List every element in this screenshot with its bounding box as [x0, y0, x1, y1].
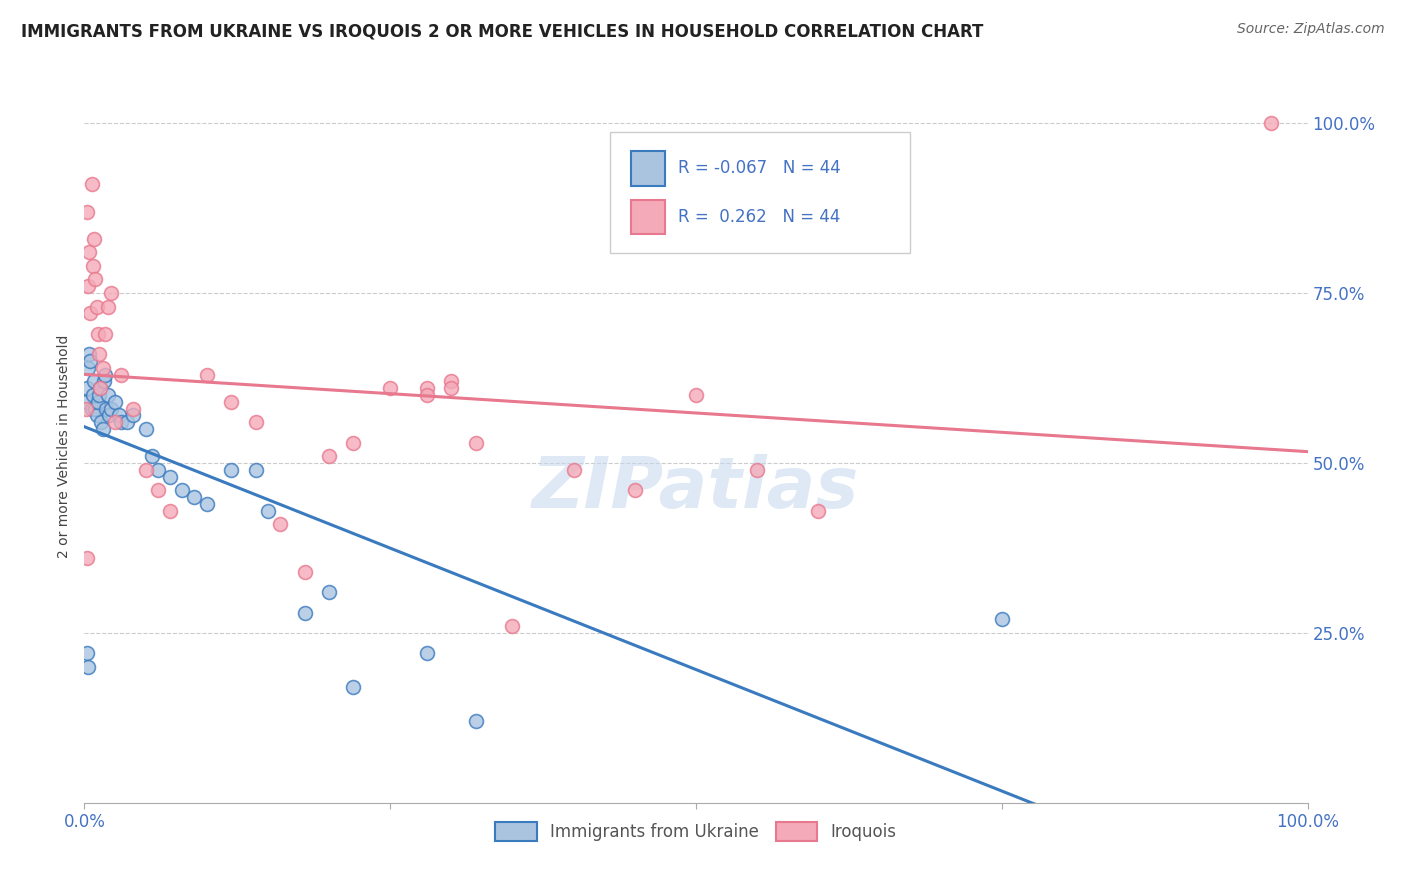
Point — [141, 449, 163, 463]
Point — [89, 381, 111, 395]
Point — [502, 619, 524, 633]
Point — [79, 354, 101, 368]
Point — [84, 272, 107, 286]
Point — [115, 415, 138, 429]
Point — [76, 381, 98, 395]
Point — [1260, 116, 1282, 130]
Legend: Immigrants from Ukraine, Iroquois: Immigrants from Ukraine, Iroquois — [488, 815, 904, 848]
Point — [107, 409, 129, 423]
Point — [91, 360, 114, 375]
Point — [87, 394, 110, 409]
Point — [122, 409, 145, 423]
Point — [991, 612, 1014, 626]
Text: ZIPatlas: ZIPatlas — [533, 454, 859, 524]
Point — [172, 483, 194, 498]
Point — [245, 415, 267, 429]
Y-axis label: 2 or more Vehicles in Household: 2 or more Vehicles in Household — [58, 334, 72, 558]
Text: R =  0.262   N = 44: R = 0.262 N = 44 — [678, 208, 839, 226]
Point — [257, 503, 280, 517]
Point — [97, 409, 120, 423]
Point — [146, 463, 169, 477]
Point — [219, 463, 242, 477]
Point — [93, 375, 115, 389]
Point — [82, 259, 104, 273]
Point — [94, 368, 117, 382]
Point — [159, 469, 181, 483]
Point — [76, 646, 98, 660]
Text: Source: ZipAtlas.com: Source: ZipAtlas.com — [1237, 22, 1385, 37]
Point — [195, 497, 218, 511]
Point — [219, 394, 242, 409]
Point — [183, 490, 205, 504]
Point — [97, 388, 120, 402]
Point — [97, 300, 120, 314]
Point — [342, 680, 364, 694]
Point — [100, 286, 122, 301]
Point — [318, 449, 340, 463]
Point — [146, 483, 169, 498]
Point — [94, 326, 117, 341]
Point — [562, 463, 585, 477]
Point — [79, 306, 101, 320]
Point — [440, 381, 463, 395]
Point — [440, 375, 463, 389]
Point — [464, 714, 486, 729]
Point — [100, 401, 122, 416]
Point — [747, 463, 769, 477]
Point — [86, 409, 108, 423]
Point — [269, 517, 291, 532]
Point — [80, 401, 103, 416]
Point — [416, 388, 439, 402]
Point — [77, 245, 100, 260]
Point — [807, 503, 830, 517]
Point — [318, 585, 340, 599]
Point — [380, 381, 402, 395]
Point — [159, 503, 181, 517]
Point — [77, 279, 100, 293]
Point — [245, 463, 267, 477]
Point — [83, 232, 105, 246]
Point — [87, 326, 110, 341]
Point — [624, 483, 647, 498]
Point — [96, 401, 118, 416]
Point — [416, 381, 439, 395]
Point — [685, 388, 707, 402]
Point — [195, 368, 218, 382]
Point — [135, 422, 157, 436]
Point — [77, 347, 100, 361]
Point — [84, 401, 107, 416]
Point — [89, 381, 111, 395]
FancyBboxPatch shape — [610, 132, 910, 253]
Point — [80, 178, 103, 192]
Point — [110, 368, 132, 382]
Point — [87, 388, 110, 402]
Point — [77, 660, 100, 674]
Point — [342, 435, 364, 450]
Point — [104, 394, 127, 409]
Text: R = -0.067   N = 44: R = -0.067 N = 44 — [678, 160, 841, 178]
Point — [82, 388, 104, 402]
Point — [86, 300, 108, 314]
Bar — [631, 200, 665, 234]
Point — [122, 401, 145, 416]
Point — [77, 360, 100, 375]
Point — [135, 463, 157, 477]
Point — [416, 646, 439, 660]
Point — [294, 565, 316, 579]
Point — [83, 375, 105, 389]
Point — [464, 435, 486, 450]
Point — [91, 422, 114, 436]
Point — [294, 606, 316, 620]
Point — [87, 347, 110, 361]
Point — [76, 551, 98, 566]
Point — [104, 415, 127, 429]
Point — [75, 394, 97, 409]
Point — [76, 204, 98, 219]
Point — [110, 415, 132, 429]
Bar — [631, 152, 665, 186]
Point — [90, 415, 112, 429]
Text: IMMIGRANTS FROM UKRAINE VS IROQUOIS 2 OR MORE VEHICLES IN HOUSEHOLD CORRELATION : IMMIGRANTS FROM UKRAINE VS IROQUOIS 2 OR… — [21, 22, 983, 40]
Point — [75, 401, 97, 416]
